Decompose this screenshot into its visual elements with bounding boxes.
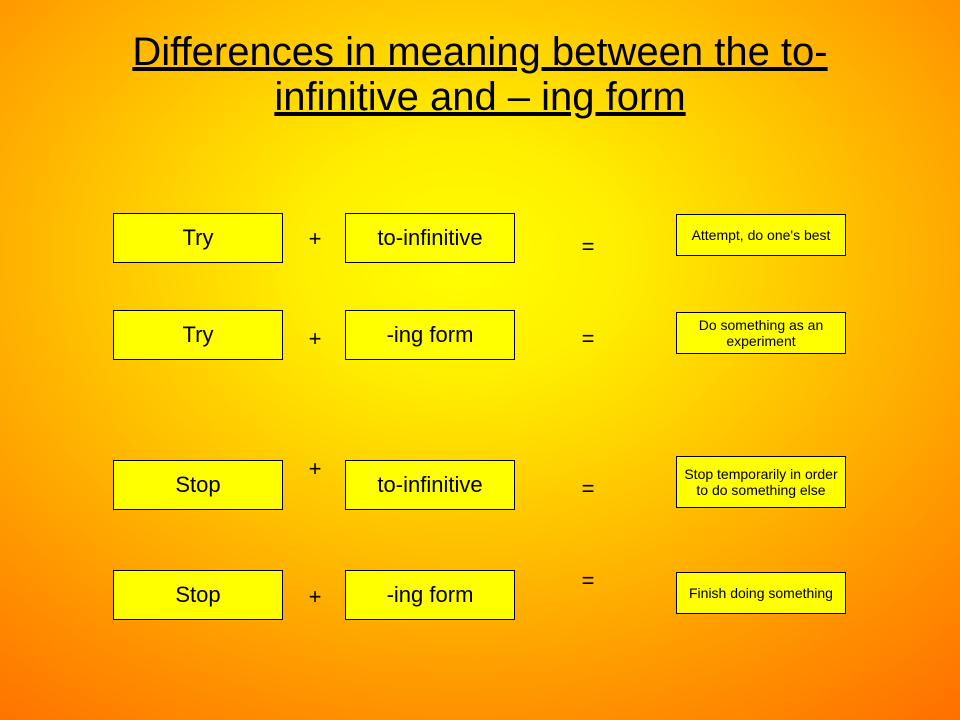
form-box: to-infinitive [345,460,515,510]
verb-box: Stop [113,570,283,620]
plus-symbol: + [300,582,330,612]
slide-content: Differences in meaning between the to- i… [0,0,960,720]
verb-box: Try [113,213,283,263]
plus-symbol: + [300,224,330,254]
meaning-box: Do something as an experiment [676,312,846,354]
plus-symbol: + [300,324,330,354]
verb-box: Stop [113,460,283,510]
slide-title: Differences in meaning between the to- i… [0,30,960,120]
meaning-box: Attempt, do one's best [676,214,846,256]
equals-symbol: = [573,474,603,504]
form-box: to-infinitive [345,213,515,263]
form-box: -ing form [345,310,515,360]
form-box: -ing form [345,570,515,620]
verb-box: Try [113,310,283,360]
equals-symbol: = [573,232,603,262]
equals-symbol: = [573,566,603,596]
plus-symbol: + [300,454,330,484]
meaning-box: Stop temporarily in order to do somethin… [676,456,846,508]
meaning-box: Finish doing something [676,572,846,614]
equals-symbol: = [573,324,603,354]
